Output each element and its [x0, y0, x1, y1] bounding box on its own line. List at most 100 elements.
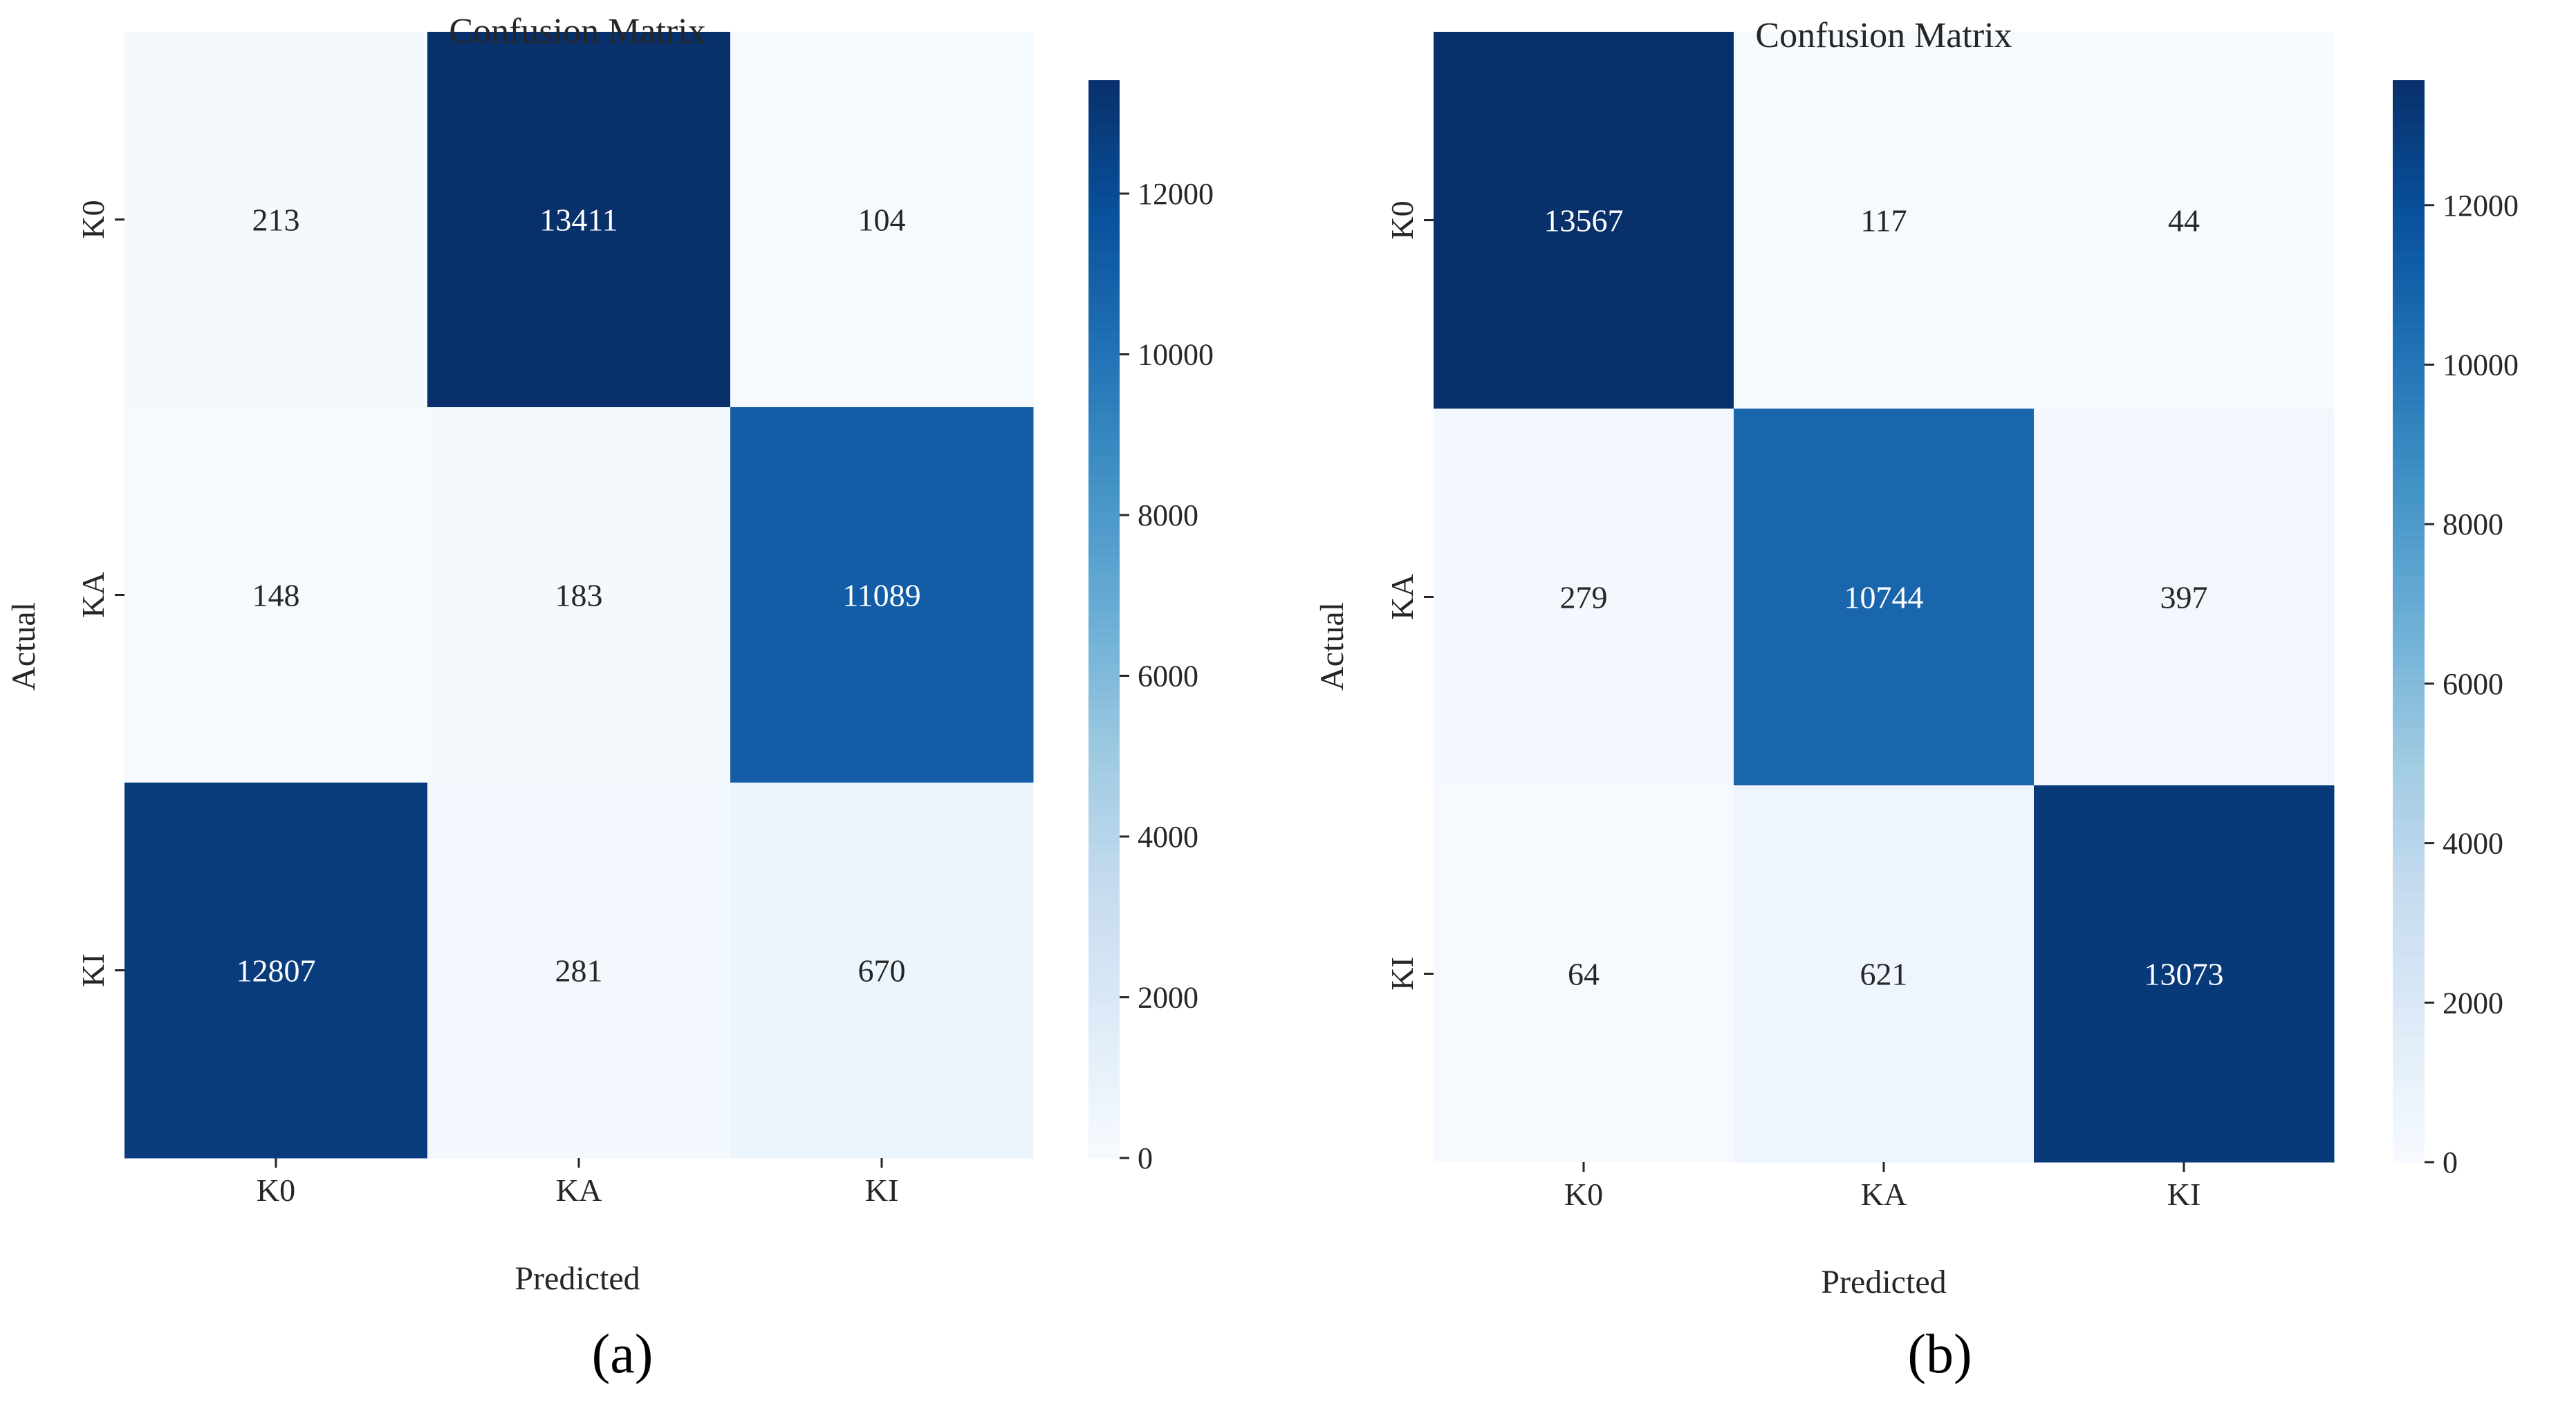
colorbar-segment [1088, 727, 1120, 737]
colorbar-segment [1088, 223, 1120, 234]
heatmap-cell [427, 32, 731, 408]
colorbar-segment [1088, 637, 1120, 647]
y-axis-label: Actual [1314, 602, 1351, 691]
colorbar-segment [1088, 682, 1120, 692]
colorbar-tick-label: 0 [1138, 1141, 1153, 1175]
colorbar-segment [1088, 745, 1120, 755]
colorbar-segment [1088, 1032, 1120, 1043]
colorbar-segment [1088, 664, 1120, 674]
colorbar-segment [2393, 152, 2425, 162]
colorbar-segment [1088, 942, 1120, 953]
colorbar-segment [1088, 430, 1120, 440]
chart-title: Confusion Matrix [1755, 16, 2012, 55]
colorbar-segment [1088, 816, 1120, 827]
colorbar-segment [1088, 124, 1120, 135]
colorbar-tick-label: 6000 [2443, 667, 2503, 701]
colorbar-tick-label: 10000 [1138, 338, 1214, 372]
colorbar-segment [2393, 458, 2425, 469]
colorbar-segment [2393, 1045, 2425, 1055]
colorbar-segment [1088, 906, 1120, 917]
colorbar-tick-label: 4000 [1138, 820, 1198, 854]
x-axis-label: Predicted [515, 1260, 640, 1297]
colorbar-segment [1088, 718, 1120, 728]
cell-value-label: 10744 [1844, 580, 1924, 615]
x-tick-label: KA [556, 1173, 602, 1208]
colorbar-segment [2393, 837, 2425, 848]
colorbar-segment [1088, 852, 1120, 863]
colorbar-segment [2393, 648, 2425, 658]
colorbar-segment [2393, 936, 2425, 946]
heatmap-cell [1734, 32, 2035, 409]
colorbar-segment [2393, 711, 2425, 721]
colorbar-segment [2393, 431, 2425, 442]
colorbar-segment [1088, 951, 1120, 962]
cell-value-label: 117 [1860, 203, 1907, 239]
colorbar-tick-label: 2000 [1138, 981, 1198, 1015]
colorbar-segment [2393, 738, 2425, 749]
colorbar-segment [1088, 115, 1120, 126]
colorbar-segment [1088, 1023, 1120, 1034]
colorbar-segment [2393, 747, 2425, 758]
colorbar-segment [2393, 846, 2425, 857]
cell-value-label: 104 [858, 203, 906, 238]
colorbar-segment [2393, 1054, 2425, 1064]
colorbar-segment [2393, 1099, 2425, 1109]
colorbar-segment [2393, 233, 2425, 243]
colorbar-segment [1088, 547, 1120, 557]
colorbar-segment [1088, 178, 1120, 189]
colorbar-segment [2393, 368, 2425, 379]
colorbar-segment [2393, 197, 2425, 207]
colorbar-segment [2393, 1000, 2425, 1010]
colorbar-segment [1088, 601, 1120, 611]
colorbar-segment [2393, 909, 2425, 919]
colorbar-segment [1088, 978, 1120, 989]
heatmap-cell [2034, 785, 2335, 1163]
colorbar-segment [1088, 1014, 1120, 1025]
heatmap-cell [1734, 409, 2035, 786]
colorbar-segment [2393, 594, 2425, 604]
colorbar-segment [2393, 215, 2425, 225]
colorbar-segment [2393, 900, 2425, 910]
colorbar-segment [2393, 260, 2425, 270]
colorbar-tick-label: 12000 [2443, 189, 2519, 223]
colorbar-segment [1088, 592, 1120, 602]
colorbar-segment [2393, 440, 2425, 451]
colorbar-segment [2393, 342, 2425, 352]
colorbar-segment [2393, 179, 2425, 189]
colorbar-segment [1088, 322, 1120, 333]
colorbar-segment [1088, 565, 1120, 575]
colorbar-segment [2393, 612, 2425, 622]
colorbar-segment [1088, 97, 1120, 108]
colorbar-segment [1088, 736, 1120, 746]
colorbar-segment [2393, 783, 2425, 794]
colorbar-segment [1088, 313, 1120, 324]
heatmap-cell [730, 32, 1034, 408]
colorbar-segment [1088, 502, 1120, 512]
colorbar-segment [2393, 98, 2425, 109]
colorbar-segment [1088, 1068, 1120, 1078]
colorbar-segment [1088, 367, 1120, 377]
x-axis-label: Predicted [1821, 1264, 1946, 1300]
colorbar-segment [1088, 646, 1120, 656]
colorbar-segment [2393, 513, 2425, 523]
colorbar-segment [1088, 1149, 1120, 1159]
colorbar-segment [1088, 933, 1120, 944]
colorbar-segment [2393, 449, 2425, 460]
heatmap-cell [1434, 785, 1734, 1163]
colorbar-segment [2393, 1081, 2425, 1091]
colorbar-segment [2393, 395, 2425, 406]
colorbar-segment [1088, 394, 1120, 404]
colorbar-segment [1088, 232, 1120, 243]
x-tick-label: KI [2167, 1177, 2201, 1212]
colorbar-segment [2393, 1036, 2425, 1046]
cell-value-label: 397 [2160, 580, 2208, 615]
colorbar-segment [2393, 982, 2425, 992]
cell-value-label: 279 [1560, 580, 1608, 615]
colorbar-segment [1088, 142, 1120, 153]
colorbar-segment [2393, 297, 2425, 307]
colorbar-tick-label: 2000 [2443, 986, 2503, 1020]
colorbar-tick-label: 4000 [2443, 827, 2503, 861]
colorbar-segment [2393, 666, 2425, 676]
colorbar-segment [1088, 843, 1120, 854]
colorbar-tick-label: 0 [2443, 1146, 2458, 1179]
